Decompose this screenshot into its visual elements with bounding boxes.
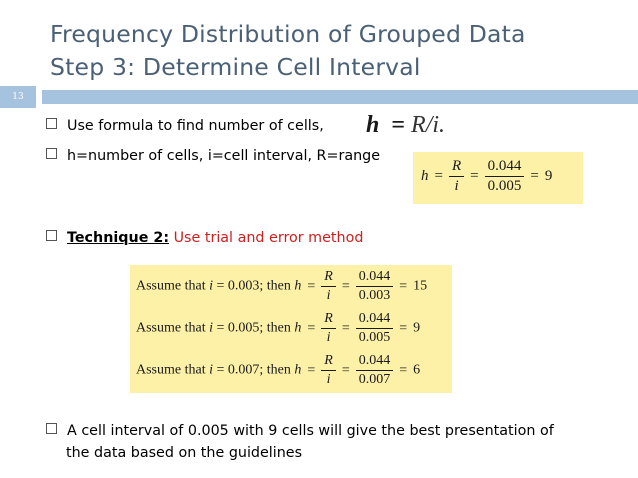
slide-number: 13: [0, 86, 36, 108]
bullet-text: h=number of cells, i=cell interval, R=ra…: [67, 148, 381, 164]
trial-result: 9: [413, 320, 421, 336]
trial-assign: = 0.003; then: [213, 278, 295, 294]
box-eq1: =: [434, 167, 443, 184]
bullet-conclusion: A cell interval of 0.005 with 9 cells wi…: [46, 420, 606, 464]
bullet-square-icon: [46, 230, 57, 241]
box-den2: 0.005: [487, 178, 522, 194]
trial-frac-values: 0.044 0.003: [355, 269, 394, 304]
bullet-formula: Use formula to find number of cells,: [46, 115, 324, 137]
trial-den1: i: [326, 372, 331, 387]
technique-text: Use trial and error method: [169, 230, 364, 246]
trial-result: 6: [413, 362, 421, 378]
trial-result: 15: [413, 278, 428, 294]
formula-eq: =: [391, 112, 406, 138]
trial-prefix: Assume that: [136, 278, 210, 294]
bullet-square-icon: [46, 118, 57, 129]
trial-assign: = 0.005; then: [213, 320, 295, 336]
trial-num2: 0.044: [355, 353, 394, 371]
header-bar: [42, 90, 638, 104]
trial-frac-values: 0.044 0.005: [355, 311, 394, 346]
slide-title: Frequency Distribution of Grouped Data S…: [50, 18, 526, 84]
trial-num1: R: [321, 311, 336, 329]
technique-label: Technique 2:: [67, 230, 170, 246]
formula-h: h: [366, 112, 380, 138]
bullet-technique: Technique 2: Use trial and error method: [46, 227, 363, 249]
trial-i: i: [209, 362, 213, 378]
formula-rhs: R/i.: [411, 112, 446, 138]
box-num1: R: [448, 158, 465, 177]
conclusion-line-1: A cell interval of 0.005 with 9 cells wi…: [67, 423, 554, 439]
trial-h: h: [294, 362, 302, 378]
trial-frac-values: 0.044 0.007: [355, 353, 394, 388]
box-h: h: [421, 167, 429, 184]
bullet-square-icon: [46, 423, 57, 434]
trial-num1: R: [321, 353, 336, 371]
box-frac-values: 0.044 0.005: [484, 158, 525, 195]
trial-assign: = 0.007; then: [213, 362, 295, 378]
inline-formula: h = R/i.: [366, 112, 445, 139]
trial-h: h: [294, 278, 302, 294]
trial-den2: 0.005: [358, 330, 391, 345]
title-line-1: Frequency Distribution of Grouped Data: [50, 20, 526, 48]
bullet-square-icon: [46, 148, 57, 159]
title-line-2: Step 3: Determine Cell Interval: [50, 53, 421, 81]
trial-den2: 0.003: [358, 288, 391, 303]
trial-i: i: [209, 278, 213, 294]
trial-i: i: [209, 320, 213, 336]
trial-num1: R: [321, 269, 336, 287]
trial-h: h: [294, 320, 302, 336]
trial-prefix: Assume that: [136, 320, 210, 336]
bullet-text: Use formula to find number of cells,: [67, 118, 324, 134]
box-result: 9: [544, 167, 553, 184]
box-den1: i: [454, 178, 459, 194]
bullet-definitions: h=number of cells, i=cell interval, R=ra…: [46, 145, 380, 167]
conclusion-line-2: the data based on the guidelines: [66, 445, 303, 461]
trial-prefix: Assume that: [136, 362, 210, 378]
trial-num2: 0.044: [355, 311, 394, 329]
trial-den2: 0.007: [358, 372, 391, 387]
box-num2: 0.044: [484, 158, 525, 177]
trial-den1: i: [326, 288, 331, 303]
trial-num2: 0.044: [355, 269, 394, 287]
trial-den1: i: [326, 330, 331, 345]
box-eq2: =: [470, 167, 479, 184]
box-eq3: =: [530, 167, 539, 184]
